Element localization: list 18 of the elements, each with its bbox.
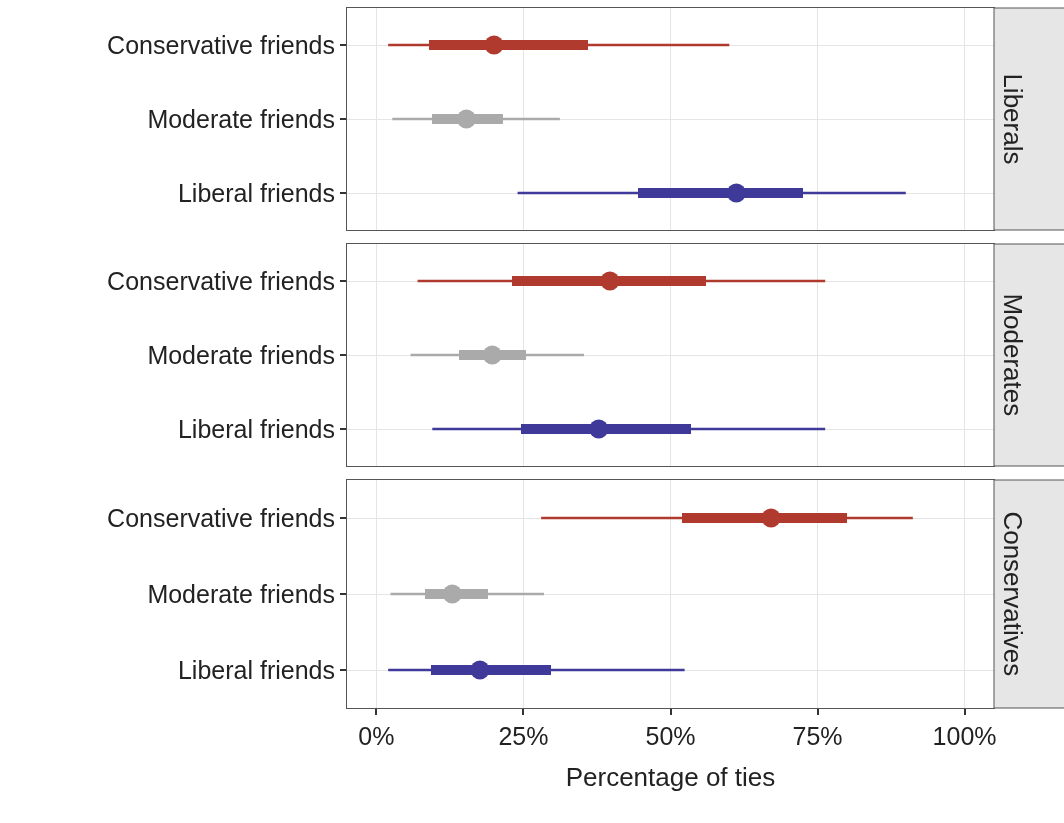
x-tick-label: 0% <box>358 722 395 750</box>
y-tick-label: Liberal friends <box>177 655 335 684</box>
x-tick-label: 75% <box>792 722 843 750</box>
x-tick-label: 25% <box>498 722 549 750</box>
y-tick-label: Liberal friends <box>177 178 335 207</box>
x-axis-title: Percentage of ties <box>565 761 776 792</box>
y-tick-label: Conservative friends <box>107 503 335 532</box>
y-tick-label: Conservative friends <box>107 30 335 59</box>
y-tick-label: Moderate friends <box>147 104 335 133</box>
y-tick-label: Moderate friends <box>147 340 335 369</box>
text: Liberals <box>997 73 1028 165</box>
y-tick-label: Liberal friends <box>177 414 335 443</box>
text: Moderates <box>997 293 1028 417</box>
y-tick-label: Conservative friends <box>107 266 335 295</box>
x-tick-label: 100% <box>932 722 997 750</box>
y-tick-label: Moderate friends <box>147 579 335 608</box>
text: Conservatives <box>997 511 1028 677</box>
x-tick-label: 50% <box>645 722 696 750</box>
